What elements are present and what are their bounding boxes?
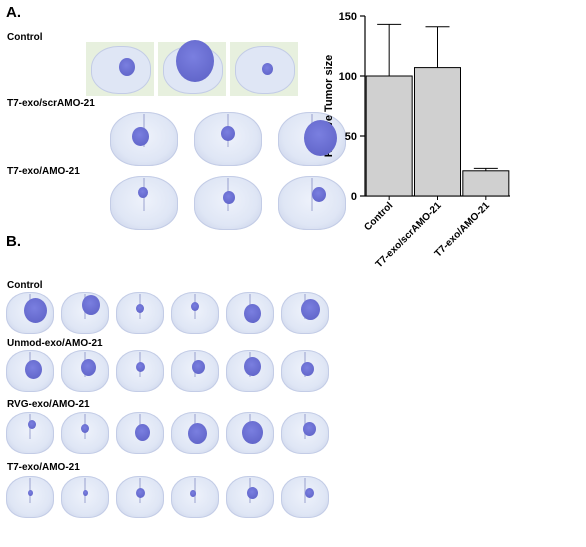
- brain-slice-image: [281, 476, 329, 518]
- brain-slice-image: [86, 42, 154, 96]
- brain-slice-image: [194, 176, 262, 230]
- tumor-stain: [81, 424, 89, 433]
- panel-a-row-label-t7amo: T7-exo/AMO-21: [7, 166, 80, 177]
- brain-slice-image: [278, 112, 346, 166]
- tumor-stain: [221, 126, 235, 141]
- panel-b-row-label-t7amo: T7-exo/AMO-21: [7, 462, 80, 473]
- tumor-stain: [119, 58, 135, 76]
- tumor-stain: [223, 191, 235, 204]
- tumor-stain: [136, 304, 144, 313]
- tumor-stain: [82, 295, 100, 315]
- tumor-stain: [25, 360, 42, 379]
- panel-b-letter: B.: [6, 233, 21, 250]
- brain-slice-image: [171, 292, 219, 334]
- tumor-stain: [188, 423, 207, 444]
- tumor-stain: [192, 360, 205, 374]
- brain-slice-image: [6, 350, 54, 392]
- bar: [414, 67, 461, 197]
- brain-slice-image: [158, 40, 226, 96]
- tumor-stain: [132, 127, 149, 146]
- brain-slice-image: [171, 476, 219, 518]
- brain-slice-image: [281, 350, 329, 392]
- brain-slice-image: [61, 412, 109, 454]
- panel-b-slices-t7amo: [6, 476, 329, 518]
- y-tick-label: 50: [345, 131, 357, 143]
- tumor-stain: [136, 488, 145, 498]
- brain-slice-image: [116, 292, 164, 334]
- tumor-stain: [28, 490, 33, 496]
- tumor-stain: [83, 490, 88, 496]
- brain-slice-image: [278, 176, 346, 230]
- tumor-stain: [301, 299, 320, 320]
- tumor-stain: [303, 422, 316, 436]
- tumor-stain: [138, 187, 148, 198]
- y-tick-label: 150: [339, 11, 357, 23]
- brain-slice-image: [281, 292, 329, 334]
- tumor-stain: [136, 362, 145, 372]
- brain-slice-image: [116, 412, 164, 454]
- tumor-stain: [262, 63, 273, 75]
- panel-a-slices-t7amo: [110, 176, 346, 230]
- brain-slice-image: [61, 476, 109, 518]
- brain-slice-image: [6, 412, 54, 454]
- x-tick-label: Control: [362, 200, 395, 233]
- panel-b-row-label-rvg: RVG-exo/AMO-21: [7, 399, 90, 410]
- bar: [365, 75, 413, 197]
- panel-b-slices-unmod: [6, 350, 329, 392]
- tumor-stain: [28, 420, 36, 429]
- brain-slice-image: [226, 350, 274, 392]
- y-tick-label: 0: [351, 191, 357, 203]
- brain-slice-image: [61, 292, 109, 334]
- panel-b-row-label-control: Control: [7, 280, 43, 291]
- tumor-stain: [247, 487, 258, 499]
- tumor-stain: [176, 40, 214, 82]
- panel-a-letter: A.: [6, 4, 21, 21]
- brain-slice-image: [110, 176, 178, 230]
- tumor-stain: [24, 298, 47, 323]
- brain-slice-image: [110, 112, 178, 166]
- brain-slice-image: [116, 350, 164, 392]
- brain-slice-image: [171, 350, 219, 392]
- tumor-stain: [312, 187, 326, 202]
- brain-slice-image: [194, 112, 262, 166]
- brain-slice-image: [226, 412, 274, 454]
- brain-slice-image: [226, 292, 274, 334]
- tumor-stain: [191, 302, 199, 311]
- tumor-stain: [81, 359, 96, 376]
- panel-a-row-label-control: Control: [7, 32, 43, 43]
- panel-a-slices-scramo: [110, 112, 346, 166]
- brain-slice-image: [226, 476, 274, 518]
- brain-slice-image: [230, 42, 298, 96]
- brain-slice-image: [116, 476, 164, 518]
- brain-slice-image: [281, 412, 329, 454]
- brain-slice-image: [6, 476, 54, 518]
- tumor-stain: [190, 490, 196, 497]
- panel-b-slices-control: [6, 292, 329, 334]
- tumor-stain: [242, 421, 263, 444]
- tumor-stain: [244, 304, 261, 323]
- brain-slice-image: [171, 412, 219, 454]
- panel-b-row-label-unmod: Unmod-exo/AMO-21: [7, 338, 103, 349]
- panel-a-slices-control: [86, 40, 298, 96]
- tumor-stain: [135, 424, 150, 441]
- y-tick-label: 100: [339, 71, 357, 83]
- tumor-stain: [244, 357, 261, 376]
- panel-a-row-label-scramo: T7-exo/scrAMO-21: [7, 98, 95, 109]
- tumor-stain: [304, 120, 337, 156]
- brain-slice-image: [6, 292, 54, 334]
- tumor-stain: [301, 362, 314, 376]
- tumor-stain: [305, 488, 314, 498]
- panel-b-slices-rvg: [6, 412, 329, 454]
- bar: [462, 170, 510, 197]
- brain-slice-image: [61, 350, 109, 392]
